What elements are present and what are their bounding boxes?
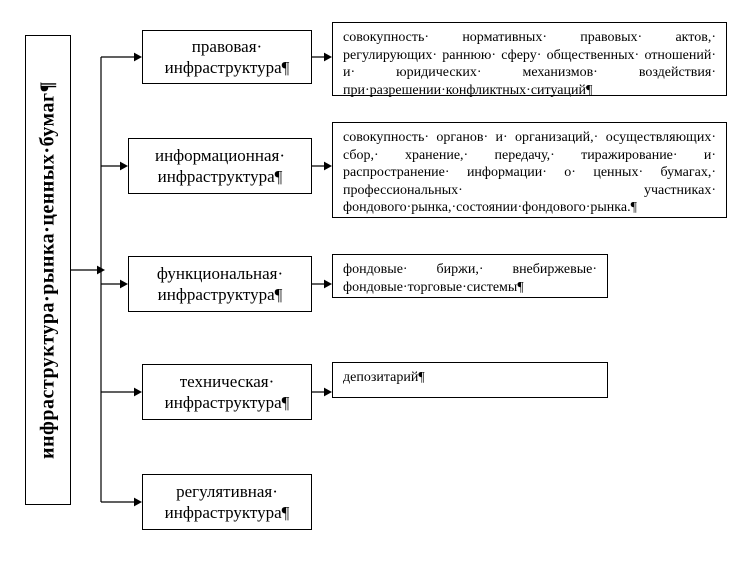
category-node-functional: функциональная· инфраструктура¶ xyxy=(128,256,312,312)
description-node-info: совокупность· органов· и· организаций,· … xyxy=(332,122,727,218)
description-text: совокупность· нормативных· правовых· акт… xyxy=(343,30,716,98)
category-node-technical: техническая· инфраструктура¶ xyxy=(142,364,312,420)
category-node-legal: правовая· инфраструктура¶ xyxy=(142,30,312,84)
description-node-technical: депозитарий¶ xyxy=(332,362,608,398)
description-text: фондовые· биржи,· внебиржевые· фондовые·… xyxy=(343,262,597,295)
root-node: инфраструктура·рынка·ценных·бумаг¶ xyxy=(25,35,71,505)
description-node-legal: совокупность· нормативных· правовых· акт… xyxy=(332,22,727,96)
description-text: совокупность· органов· и· организаций,· … xyxy=(343,130,716,215)
category-label: функциональная· инфраструктура¶ xyxy=(157,263,283,306)
category-node-info: информационная· инфраструктура¶ xyxy=(128,138,312,194)
description-node-functional: фондовые· биржи,· внебиржевые· фондовые·… xyxy=(332,254,608,298)
root-label: инфраструктура·рынка·ценных·бумаг¶ xyxy=(36,81,61,459)
description-text: депозитарий¶ xyxy=(343,370,425,385)
category-node-regulatory: регулятивная· инфраструктура¶ xyxy=(142,474,312,530)
diagram-canvas: инфраструктура·рынка·ценных·бумаг¶ право… xyxy=(0,0,746,566)
category-label: информационная· инфраструктура¶ xyxy=(155,145,285,188)
category-label: техническая· инфраструктура¶ xyxy=(165,371,290,414)
category-label: регулятивная· инфраструктура¶ xyxy=(165,481,290,524)
category-label: правовая· инфраструктура¶ xyxy=(165,36,290,79)
